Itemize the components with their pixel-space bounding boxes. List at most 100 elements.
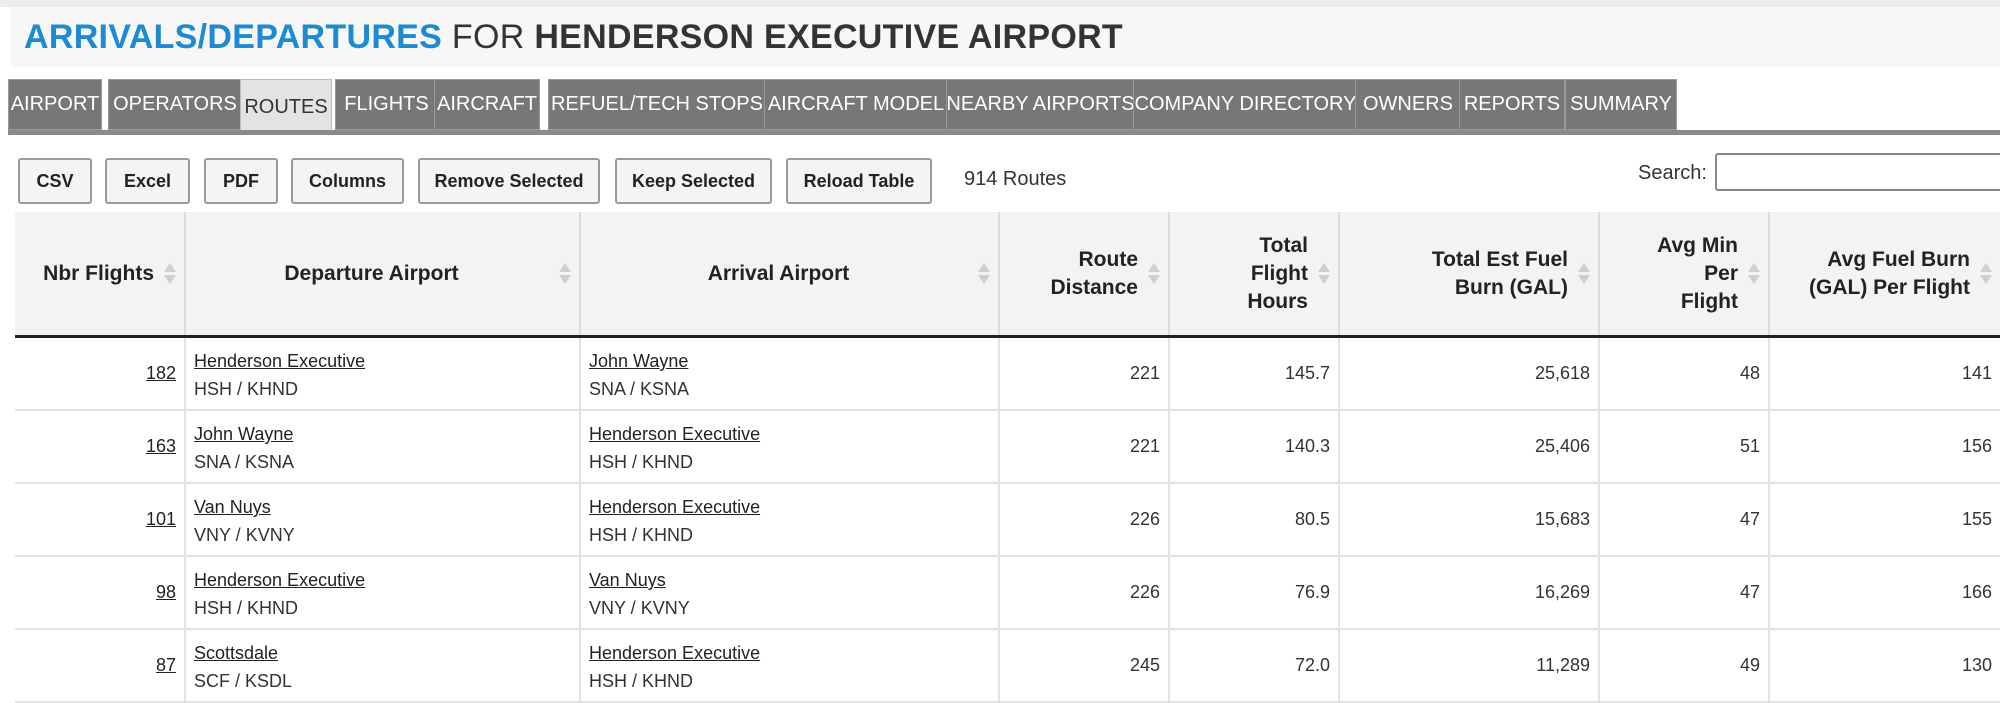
cell-avg-min: 49: [1600, 630, 1770, 701]
cell-fuel-burn: 25,406: [1340, 411, 1600, 482]
table-row[interactable]: 98 Henderson Executive HSH / KHND Van Nuy…: [15, 557, 2000, 630]
cell-avg-fuel: 155: [1961, 509, 1992, 529]
tab-operators[interactable]: OPERATORS: [108, 79, 242, 130]
tab-routes[interactable]: ROUTES: [240, 79, 332, 134]
cell-avg-fuel: 130: [1961, 655, 1992, 675]
col-total-est-fuel-burn-label: Total Est Fuel Burn (GAL): [1431, 247, 1568, 299]
table-row[interactable]: 163 John Wayne SNA / KSNA Henderson Execu…: [15, 411, 2000, 484]
cell-arrival: John Wayne SNA / KSNA: [581, 338, 1000, 409]
arrival-airport-link[interactable]: Henderson Executive: [589, 497, 761, 517]
departure-code: HSH / KHND: [194, 379, 299, 399]
cell-route-distance: 226: [1000, 557, 1170, 628]
table-row[interactable]: 182 Henderson Executive HSH / KHND John W…: [15, 338, 2000, 411]
flights-link[interactable]: 163: [145, 436, 176, 456]
arrival-code: HSH / KHND: [589, 671, 694, 691]
tab-refuel-tech-stops[interactable]: REFUEL/TECH STOPS: [548, 79, 766, 130]
sort-icon: [162, 263, 178, 284]
cell-departure: Henderson Executive HSH / KHND: [186, 338, 581, 409]
cell-nbr-flights: 87: [15, 630, 186, 701]
cell-nbr-flights: 101: [15, 484, 186, 555]
cell-route-distance: 245: [1000, 630, 1170, 701]
col-departure-airport[interactable]: Departure Airport: [186, 212, 581, 335]
flights-link[interactable]: 182: [145, 363, 176, 383]
tab-bar-underline: [8, 130, 2000, 135]
tab-reports[interactable]: REPORTS: [1459, 79, 1565, 130]
col-avg-min-per-flight[interactable]: Avg Min Per Flight: [1600, 212, 1770, 335]
reload-table-button[interactable]: Reload Table: [786, 158, 932, 204]
route-count: 914 Routes: [964, 168, 1067, 190]
arrival-airport-link[interactable]: John Wayne: [589, 351, 689, 371]
table-row[interactable]: 101 Van Nuys VNY / KVNY Henderson Executi…: [15, 484, 2000, 557]
sort-icon: [1316, 263, 1332, 284]
departure-airport-link[interactable]: Scottsdale: [194, 643, 279, 663]
departure-airport-link[interactable]: John Wayne: [194, 424, 294, 444]
page-title-for: FOR: [451, 17, 525, 56]
excel-button[interactable]: Excel: [105, 158, 190, 204]
csv-button[interactable]: CSV: [18, 158, 92, 204]
cell-flight-hours: 140.3: [1170, 411, 1340, 482]
cell-avg-min: 48: [1600, 338, 1770, 409]
col-total-est-fuel-burn[interactable]: Total Est Fuel Burn (GAL): [1340, 212, 1600, 335]
departure-code: SCF / KSDL: [194, 671, 293, 691]
col-departure-airport-label: Departure Airport: [284, 261, 459, 285]
keep-selected-button[interactable]: Keep Selected: [615, 158, 772, 204]
cell-avg-min: 51: [1600, 411, 1770, 482]
departure-airport-link[interactable]: Henderson Executive: [194, 351, 366, 371]
cell-arrival: Henderson Executive HSH / KHND: [581, 630, 1000, 701]
col-arrival-airport-label: Arrival Airport: [707, 261, 850, 285]
flights-link[interactable]: 98: [155, 582, 176, 602]
cell-fuel-burn: 25,618: [1340, 338, 1600, 409]
sort-icon: [976, 263, 992, 284]
pdf-button[interactable]: PDF: [204, 158, 278, 204]
cell-arrival: Henderson Executive HSH / KHND: [581, 411, 1000, 482]
tab-flights[interactable]: FLIGHTS: [335, 79, 438, 130]
col-nbr-flights[interactable]: Nbr Flights: [15, 212, 186, 335]
col-avg-min-per-flight-label: Avg Min Per Flight: [1657, 233, 1738, 313]
col-total-flight-hours-label: Total Flight Hours: [1247, 233, 1308, 313]
tab-nearby-airports[interactable]: NEARBY AIRPORTS: [946, 79, 1135, 130]
remove-selected-button[interactable]: Remove Selected: [418, 158, 600, 204]
arrival-code: SNA / KSNA: [589, 379, 690, 399]
flights-link[interactable]: 101: [145, 509, 176, 529]
cell-flight-hours: 76.9: [1170, 557, 1340, 628]
col-nbr-flights-label: Nbr Flights: [43, 261, 154, 285]
sort-icon: [1576, 263, 1592, 284]
cell-avg-fuel: 141: [1961, 363, 1992, 383]
col-route-distance[interactable]: Route Distance: [1000, 212, 1170, 335]
tab-owners[interactable]: OWNERS: [1355, 79, 1461, 130]
col-total-flight-hours[interactable]: Total Flight Hours: [1170, 212, 1340, 335]
page-title-airport: HENDERSON EXECUTIVE AIRPORT: [534, 17, 1124, 56]
tab-summary[interactable]: SUMMARY: [1565, 79, 1677, 130]
cell-fuel-burn: 15,683: [1340, 484, 1600, 555]
arrival-airport-link[interactable]: Henderson Executive: [589, 643, 761, 663]
departure-airport-link[interactable]: Van Nuys: [194, 497, 271, 517]
columns-button[interactable]: Columns: [291, 158, 404, 204]
search-input[interactable]: [1715, 153, 2000, 191]
table-row[interactable]: 87 Scottsdale SCF / KSDL Henderson Execut…: [15, 630, 2000, 703]
flights-link[interactable]: 87: [155, 655, 176, 675]
cell-flight-hours: 80.5: [1170, 484, 1340, 555]
tab-aircraft-model[interactable]: AIRCRAFT MODEL: [764, 79, 948, 130]
arrival-code: HSH / KHND: [589, 525, 694, 545]
arrival-airport-link[interactable]: Van Nuys: [589, 570, 666, 590]
cell-route-distance: 221: [1000, 338, 1170, 409]
departure-code: SNA / KSNA: [194, 452, 295, 472]
page-title-main: ARRIVALS/DEPARTURES: [24, 17, 443, 56]
tab-aircraft[interactable]: AIRCRAFT: [434, 79, 540, 130]
col-avg-fuel-burn-per-flight[interactable]: Avg Fuel Burn (GAL) Per Flight: [1770, 212, 2000, 335]
arrival-airport-link[interactable]: Henderson Executive: [589, 424, 761, 444]
cell-nbr-flights: 163: [15, 411, 186, 482]
sort-icon: [1978, 263, 1994, 284]
tab-airport[interactable]: AIRPORT: [8, 79, 102, 130]
departure-code: VNY / KVNY: [194, 525, 295, 545]
tab-company-directory[interactable]: COMPANY DIRECTORY: [1133, 79, 1358, 130]
col-route-distance-label: Route Distance: [1050, 247, 1138, 299]
departure-airport-link[interactable]: Henderson Executive: [194, 570, 366, 590]
col-arrival-airport[interactable]: Arrival Airport: [581, 212, 1000, 335]
cell-departure: Scottsdale SCF / KSDL: [186, 630, 581, 701]
cell-avg-min: 47: [1600, 484, 1770, 555]
arrival-code: VNY / KVNY: [589, 598, 690, 618]
cell-arrival: Van Nuys VNY / KVNY: [581, 557, 1000, 628]
cell-flight-hours: 145.7: [1170, 338, 1340, 409]
cell-avg-fuel: 166: [1961, 582, 1992, 602]
